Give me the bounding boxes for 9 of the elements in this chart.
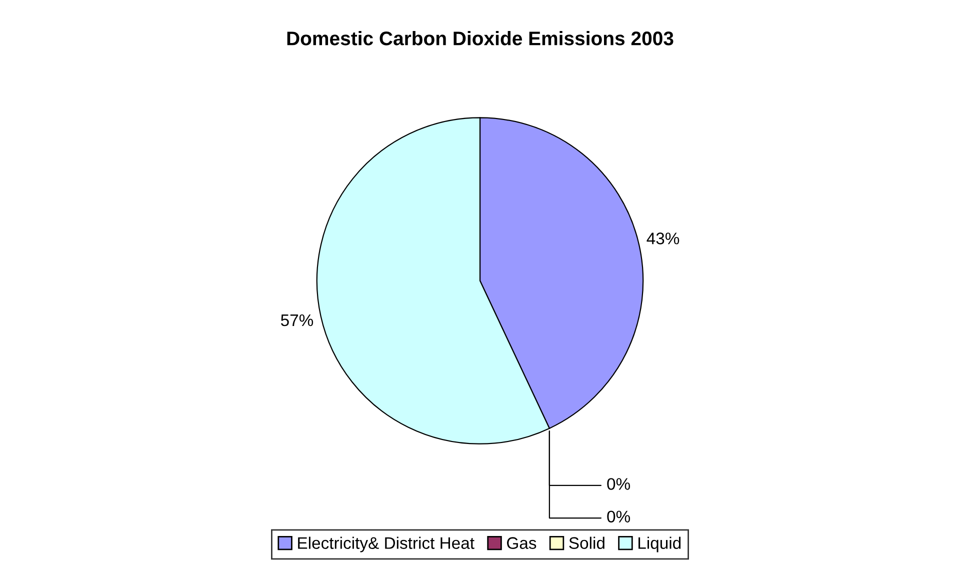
legend-label: Solid: [569, 536, 604, 549]
legend-label: Electricity& District Heat: [298, 536, 474, 552]
chart-title: Domestic Carbon Dioxide Emissions 2003: [287, 31, 674, 46]
legend-label: Liquid: [638, 536, 681, 552]
data-label: 57%: [280, 314, 314, 326]
data-label: 43%: [646, 232, 680, 244]
legend-label: Gas: [507, 537, 536, 549]
text: 0%: [607, 478, 630, 490]
text: 0%: [607, 510, 630, 523]
